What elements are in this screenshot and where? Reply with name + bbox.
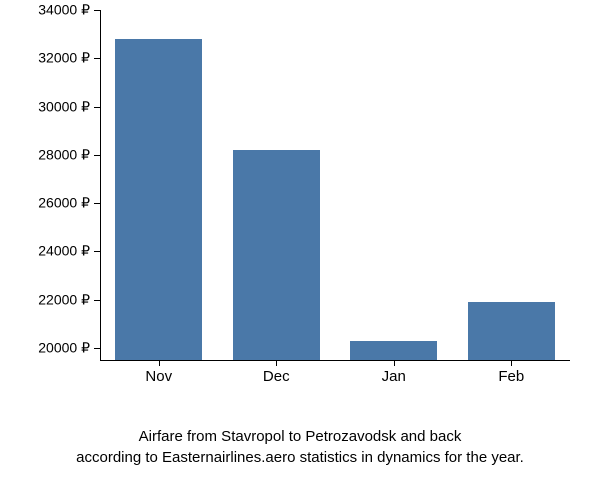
x-label: Dec [263,368,290,385]
bar [115,39,202,360]
y-tick-label: 34000 ₽ [38,2,90,19]
x-label: Jan [382,368,406,385]
y-tick-label: 24000 ₽ [38,243,90,260]
y-tick-label: 28000 ₽ [38,146,90,163]
y-tick-label: 32000 ₽ [38,50,90,67]
y-tick-label: 22000 ₽ [38,291,90,308]
plot-area [100,10,570,360]
bar [468,302,555,360]
x-tick-mark [276,360,277,366]
y-tick-label: 26000 ₽ [38,195,90,212]
x-axis-line [100,360,570,361]
x-label: Nov [145,368,172,385]
bar [233,150,320,360]
x-tick-mark [394,360,395,366]
x-tick-mark [159,360,160,366]
x-label: Feb [498,368,524,385]
y-axis-line [100,10,101,360]
bar [350,341,437,360]
x-tick-mark [511,360,512,366]
y-tick-label: 20000 ₽ [38,339,90,356]
y-axis: 20000 ₽ 22000 ₽ 24000 ₽ 26000 ₽ 28000 ₽ 30000… [20,10,100,360]
chart-container: 20000 ₽ 22000 ₽ 24000 ₽ 26000 ₽ 28000 ₽ 30000… [20,10,580,400]
caption-line-1: Airfare from Stavropol to Petrozavodsk a… [139,428,462,445]
caption-line-2: according to Easternairlines.aero statis… [76,449,524,466]
y-tick-label: 30000 ₽ [38,98,90,115]
chart-caption: Airfare from Stavropol to Petrozavodsk a… [20,426,580,468]
